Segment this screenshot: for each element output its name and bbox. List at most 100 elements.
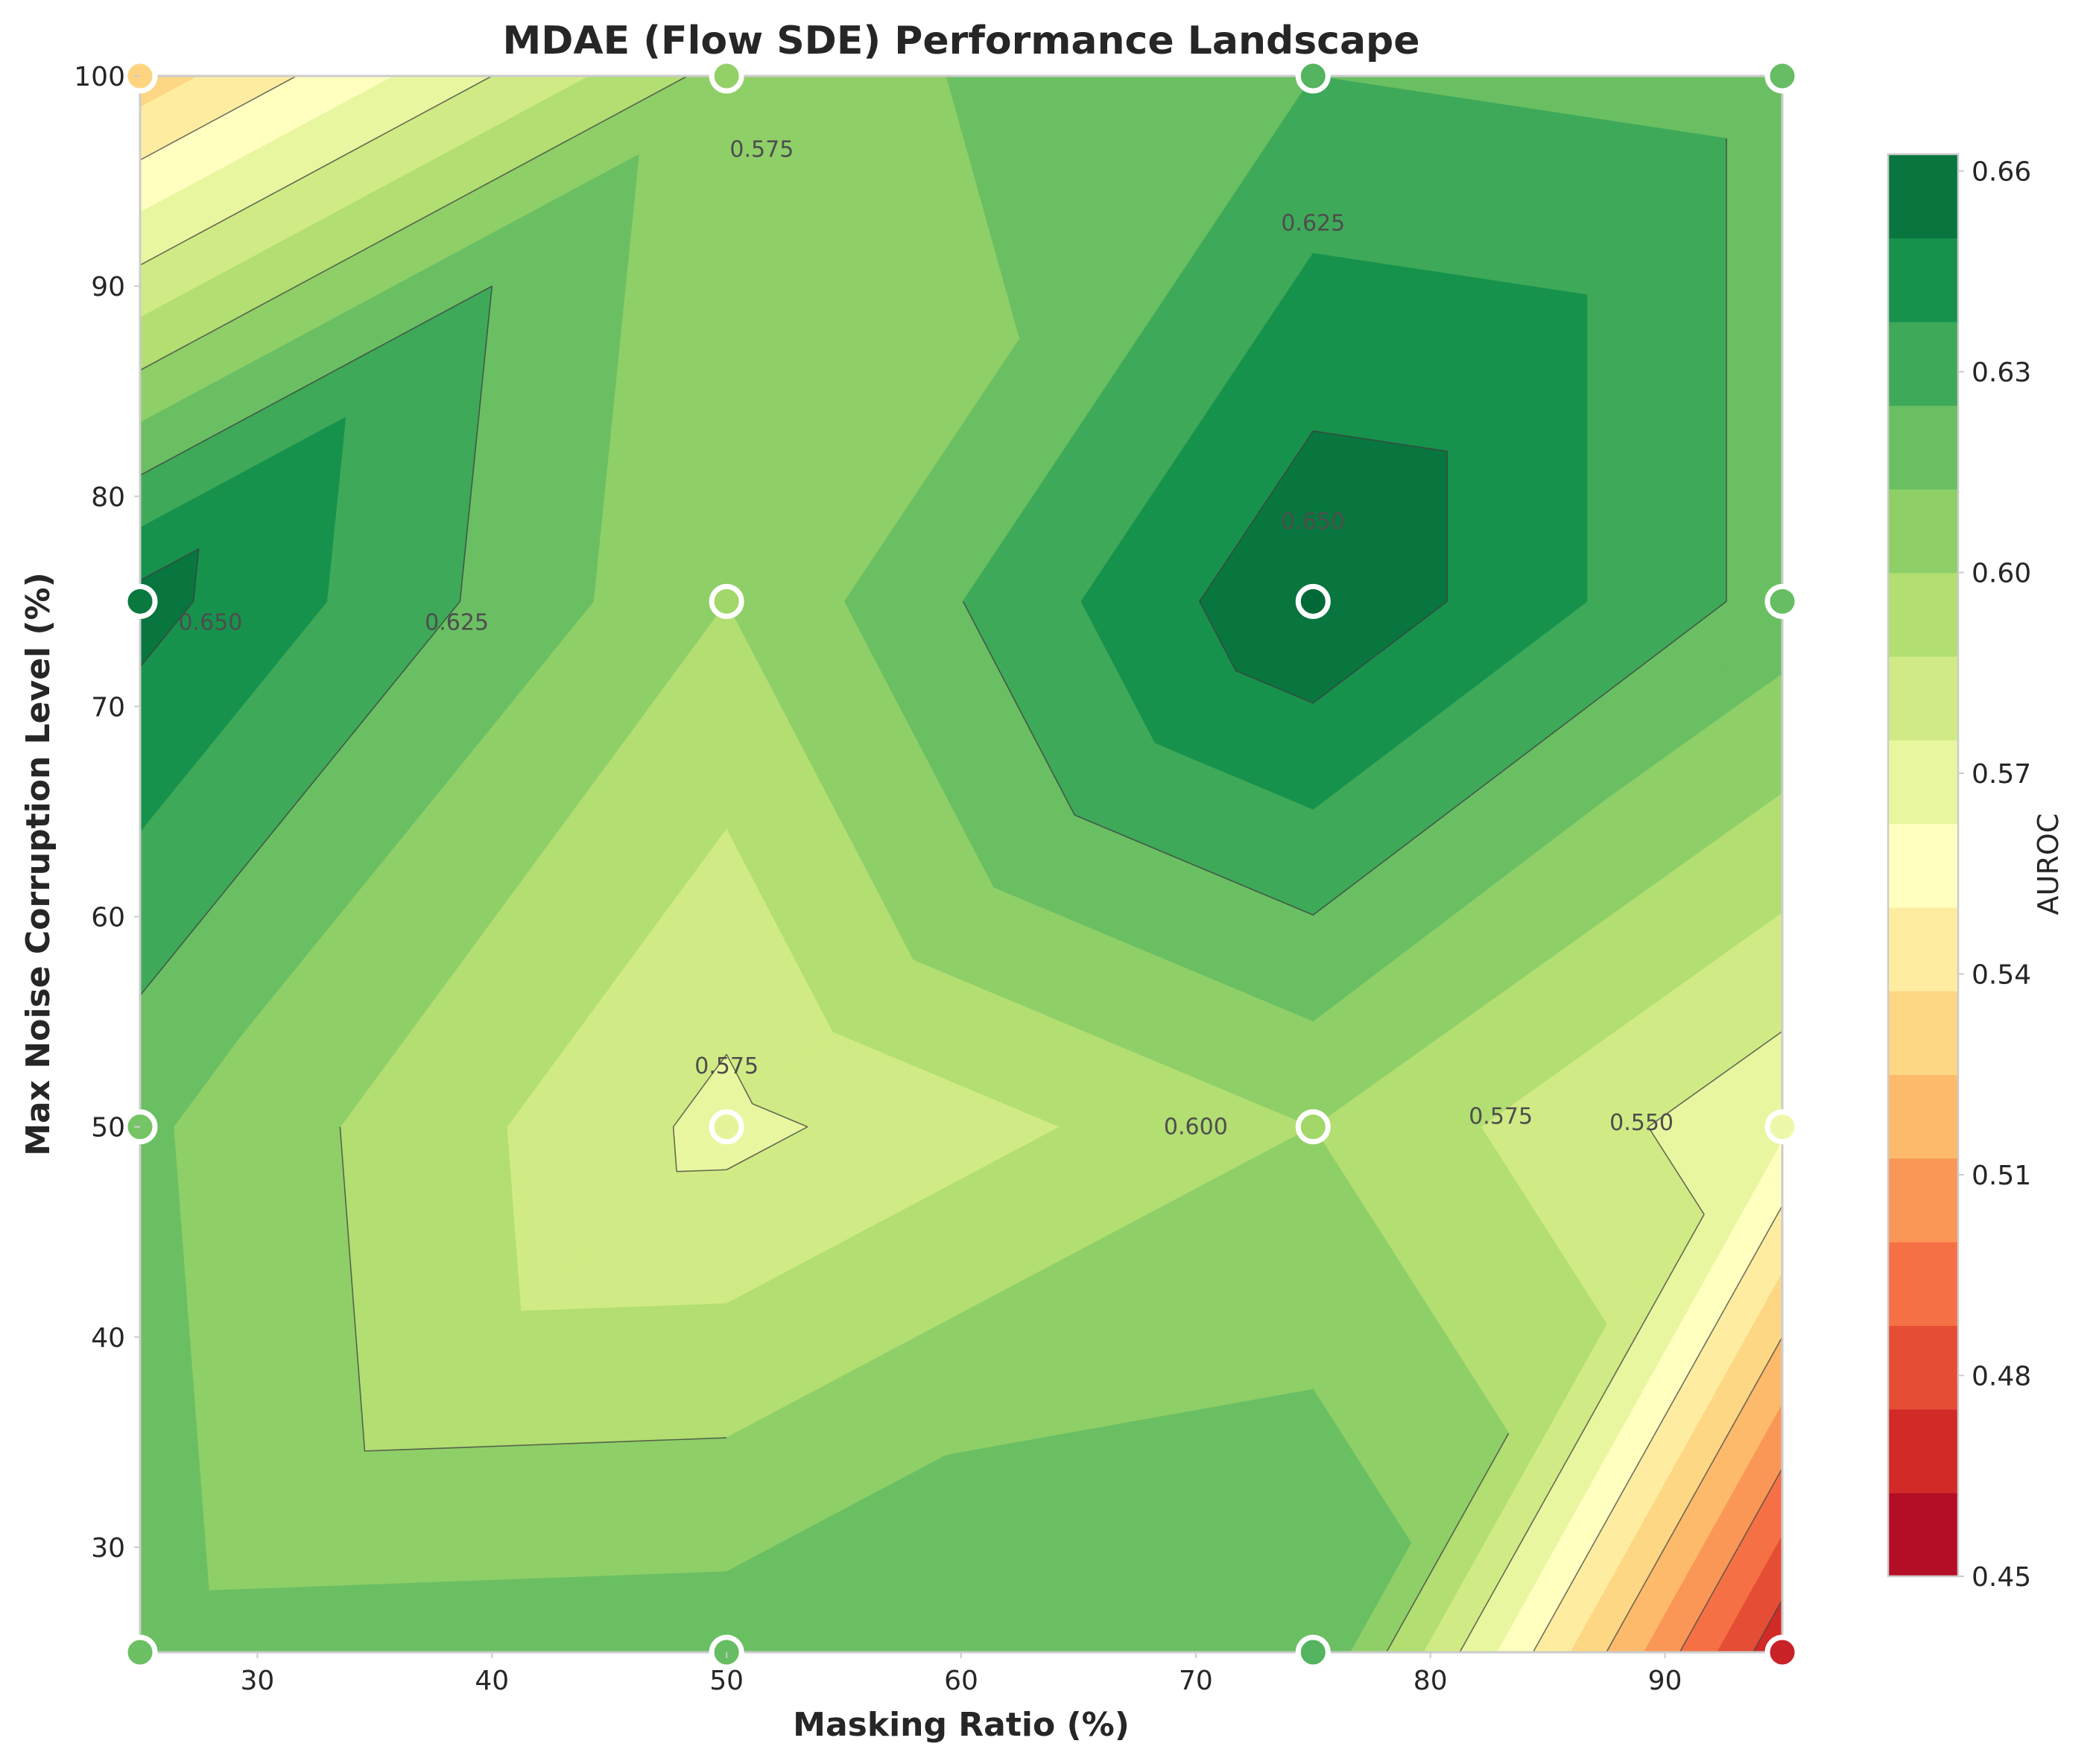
chart-title: MDAE (Flow SDE) Performance Landscape xyxy=(502,19,1419,63)
contour-line xyxy=(1532,1205,1782,1652)
contour-label: 0.625 xyxy=(425,610,489,636)
data-point xyxy=(709,1109,744,1145)
colorbar-band xyxy=(1888,321,1958,406)
contour-line xyxy=(752,1102,808,1128)
y-tick-label: 50 xyxy=(91,1113,125,1143)
contour-label: 0.600 xyxy=(1164,1114,1228,1140)
contour-labels: 0.575 0.600 0.625 0.650 0.575 0.650 0.625 0.550… xyxy=(179,137,1674,1140)
contour-line xyxy=(339,1126,366,1451)
contour-band xyxy=(946,76,1314,340)
contour-line xyxy=(726,1054,753,1105)
contour-lines xyxy=(140,76,1782,1652)
x-tick-label: 70 xyxy=(1179,1666,1213,1696)
x-tick-label: 50 xyxy=(709,1666,744,1696)
colorbar-tick-label: 0.66 xyxy=(1972,156,2031,187)
contour-line xyxy=(1606,1336,1782,1652)
colorbar-tick-label: 0.63 xyxy=(1972,358,2031,388)
contour-line xyxy=(1312,600,1727,916)
colorbar-frame xyxy=(1887,153,1960,1578)
colorbar-band xyxy=(1888,572,1958,657)
data-point xyxy=(1295,583,1331,619)
x-tick-label: 30 xyxy=(241,1666,275,1696)
contour-line xyxy=(140,76,493,266)
colorbar-band xyxy=(1888,404,1958,489)
y-tick-label: 90 xyxy=(91,272,125,302)
contour-band xyxy=(1726,76,1782,602)
y-tick-label: 70 xyxy=(91,692,125,723)
colorbar-band xyxy=(1888,1409,1958,1494)
y-axis-label: Max Noise Corruption Level (%) xyxy=(19,572,57,1156)
contour-line xyxy=(1235,670,1314,704)
contour-line xyxy=(1647,1030,1782,1128)
colorbar-band xyxy=(1888,1492,1958,1577)
colorbar-band xyxy=(1888,990,1958,1075)
colorbar-band xyxy=(1888,1074,1958,1159)
colorbar-tick-label: 0.57 xyxy=(1972,759,2031,790)
y-tick-label: 40 xyxy=(91,1323,125,1354)
contour-label: 0.625 xyxy=(1281,210,1345,236)
colorbar-tick-label: 0.48 xyxy=(1972,1361,2031,1392)
contour-line xyxy=(364,1437,727,1452)
data-point xyxy=(709,583,744,619)
contour-line xyxy=(1459,1213,1705,1652)
contour-line xyxy=(1313,430,1448,452)
contour-label: 0.575 xyxy=(729,137,794,163)
contour-band xyxy=(726,1454,947,1652)
contour-line xyxy=(672,1053,727,1128)
contour-label: 0.550 xyxy=(1609,1110,1674,1136)
colorbar-label: AUROC xyxy=(2032,813,2065,916)
data-point xyxy=(1295,58,1331,94)
y-tick-label: 30 xyxy=(91,1533,125,1564)
contour-line xyxy=(140,76,688,371)
contour-line xyxy=(140,600,194,668)
contour-line xyxy=(192,548,200,602)
x-axis: 30 40 50 60 70 80 90 xyxy=(241,1652,1682,1696)
contour-band xyxy=(1312,1388,1412,1652)
data-point xyxy=(1295,1634,1331,1670)
data-point xyxy=(709,58,744,94)
y-axis: 30 40 50 60 70 80 90 100 xyxy=(74,62,140,1564)
contour-line xyxy=(962,600,1075,816)
contour-line xyxy=(1199,431,1314,602)
data-point xyxy=(1764,58,1800,94)
contour-line xyxy=(1074,814,1314,916)
contour-line xyxy=(459,286,493,602)
contour-line xyxy=(1647,1126,1705,1215)
x-tick-label: 60 xyxy=(944,1666,978,1696)
contour-label: 0.650 xyxy=(179,610,243,636)
x-axis-label: Masking Ratio (%) xyxy=(793,1706,1130,1744)
x-tick-label: 90 xyxy=(1648,1666,1682,1696)
colorbar-band xyxy=(1888,1158,1958,1243)
colorbar-band xyxy=(1888,238,1958,323)
colorbar-band xyxy=(1888,489,1958,574)
contour-line xyxy=(140,285,493,476)
colorbar: 0.45 0.48 0.51 0.54 0.57 0.60 0.63 0.66 xyxy=(1887,153,2031,1593)
contour-line xyxy=(677,1169,727,1173)
colorbar-band xyxy=(1888,823,1958,908)
data-point xyxy=(1764,1109,1800,1145)
contour-line xyxy=(1199,600,1237,671)
y-tick-label: 60 xyxy=(91,903,125,933)
contour-line xyxy=(140,600,460,996)
contour-line xyxy=(1385,1433,1510,1652)
contour-line xyxy=(1679,1468,1782,1652)
data-point xyxy=(1764,583,1800,619)
colorbar-band xyxy=(1888,1241,1958,1326)
contour-fills xyxy=(140,76,1782,1652)
x-tick-label: 40 xyxy=(475,1666,509,1696)
data-point xyxy=(1764,1634,1800,1670)
contour-line xyxy=(1752,1599,1782,1652)
data-point xyxy=(122,1634,158,1670)
colorbar-band xyxy=(1888,907,1958,992)
contour-line xyxy=(1312,600,1448,704)
contour-line xyxy=(726,1126,808,1170)
contour-line xyxy=(140,76,297,161)
contour-label: 0.650 xyxy=(1281,509,1345,535)
contour-label: 0.575 xyxy=(694,1053,759,1079)
data-point xyxy=(1295,1109,1331,1145)
x-tick-label: 80 xyxy=(1413,1666,1448,1696)
contour-line xyxy=(672,1126,677,1172)
colorbar-tick-label: 0.51 xyxy=(1972,1161,2031,1191)
